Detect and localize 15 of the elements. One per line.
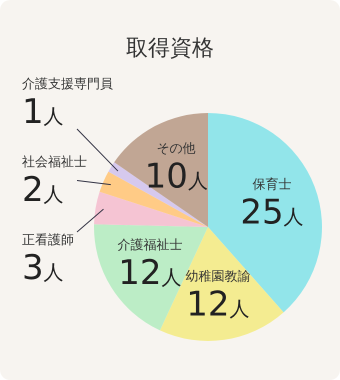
slice-label: 正看護師	[22, 233, 74, 248]
data-label: 1人	[22, 92, 64, 132]
data-label: 12人	[186, 284, 250, 325]
data-label: 25人	[240, 192, 304, 233]
slice-label: 幼稚園教諭	[185, 270, 250, 285]
data-label: 12人	[118, 253, 182, 294]
data-label: 10人	[144, 156, 208, 196]
slice-label: 介護福祉士	[117, 238, 182, 254]
slice-label: 社会福祉士	[22, 155, 87, 170]
slice-label: その他	[156, 141, 196, 156]
data-label: 3人	[22, 248, 64, 288]
data-label: 2人	[22, 170, 64, 210]
chart-title: 取得資格	[126, 36, 214, 61]
slice-label: 介護支援専門員	[22, 77, 113, 92]
slice-label: 保育士	[252, 176, 292, 193]
